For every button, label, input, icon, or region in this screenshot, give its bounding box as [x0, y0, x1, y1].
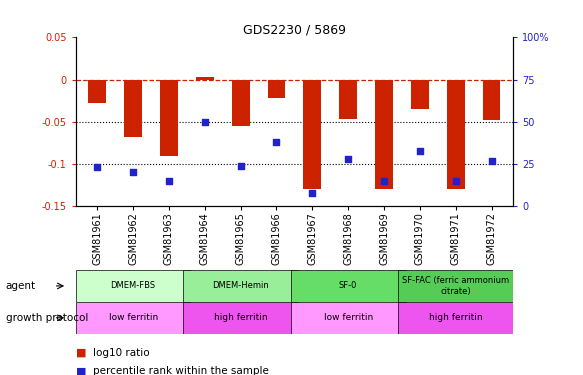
- Bar: [483, 80, 500, 120]
- Text: DMEM-Hemin: DMEM-Hemin: [212, 281, 269, 290]
- Text: high ferritin: high ferritin: [429, 314, 483, 322]
- Text: agent: agent: [6, 281, 36, 291]
- Point: [308, 190, 317, 196]
- Bar: [411, 80, 429, 109]
- Text: low ferritin: low ferritin: [324, 314, 373, 322]
- Bar: [183, 302, 298, 334]
- Point: [487, 158, 496, 164]
- Point: [380, 178, 389, 184]
- Point: [93, 164, 102, 170]
- Text: low ferritin: low ferritin: [108, 314, 158, 322]
- Point: [200, 119, 209, 125]
- Bar: [339, 80, 357, 119]
- Bar: [89, 80, 106, 103]
- Text: log10 ratio: log10 ratio: [93, 348, 150, 357]
- Bar: [76, 302, 191, 334]
- Point: [164, 178, 174, 184]
- Bar: [124, 80, 142, 137]
- Bar: [268, 80, 286, 98]
- Bar: [183, 270, 298, 302]
- Point: [415, 147, 424, 153]
- Point: [128, 170, 138, 176]
- Text: SF-0: SF-0: [339, 281, 357, 290]
- Text: high ferritin: high ferritin: [214, 314, 268, 322]
- Bar: [291, 270, 406, 302]
- Bar: [196, 77, 214, 80]
- Bar: [303, 80, 321, 189]
- Title: GDS2230 / 5869: GDS2230 / 5869: [243, 23, 346, 36]
- Text: ■: ■: [76, 348, 86, 357]
- Bar: [231, 80, 250, 126]
- Text: growth protocol: growth protocol: [6, 313, 88, 323]
- Point: [236, 163, 245, 169]
- Point: [451, 178, 461, 184]
- Text: DMEM-FBS: DMEM-FBS: [111, 281, 156, 290]
- Bar: [375, 80, 393, 189]
- Text: SF-FAC (ferric ammonium
citrate): SF-FAC (ferric ammonium citrate): [402, 276, 510, 296]
- Text: percentile rank within the sample: percentile rank within the sample: [93, 366, 269, 375]
- Bar: [291, 302, 406, 334]
- Bar: [398, 270, 513, 302]
- Point: [272, 139, 281, 145]
- Point: [343, 156, 353, 162]
- Bar: [447, 80, 465, 189]
- Bar: [160, 80, 178, 156]
- Bar: [398, 302, 513, 334]
- Text: ■: ■: [76, 366, 86, 375]
- Bar: [76, 270, 191, 302]
